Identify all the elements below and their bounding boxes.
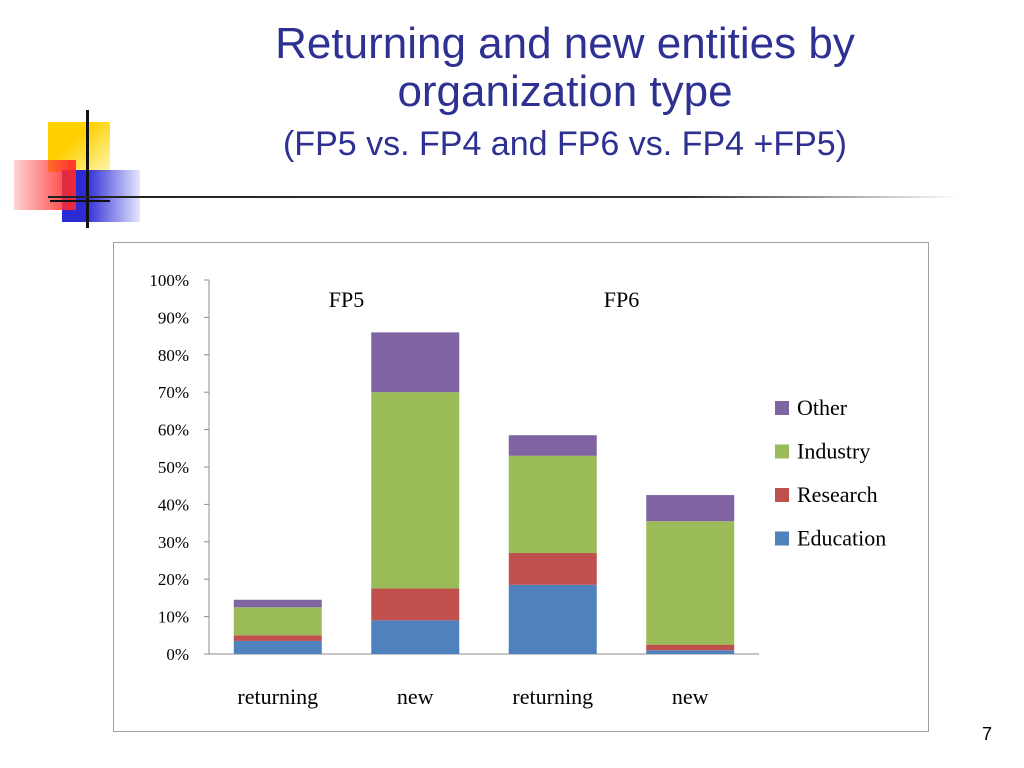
y-tick-label: 10% bbox=[158, 608, 189, 627]
chart-frame: 0% 10% 20% 30% 40% 50% 60% 70% 80% 90% 100% returni… bbox=[113, 242, 929, 732]
legend-swatch-education bbox=[775, 531, 789, 546]
bar-other-2 bbox=[508, 435, 597, 456]
group-label-fp6: FP6 bbox=[604, 287, 639, 312]
legend-swatch-other bbox=[775, 401, 789, 415]
legend-label-other: Other bbox=[797, 395, 848, 420]
y-tick-label: 40% bbox=[158, 495, 189, 514]
x-category-label: new bbox=[397, 684, 434, 709]
title-line-1: Returning and new entities by bbox=[275, 19, 855, 68]
y-tick-label: 100% bbox=[149, 271, 189, 290]
stacked-bar-chart: 0% 10% 20% 30% 40% 50% 60% 70% 80% 90% 100% returni… bbox=[149, 271, 886, 709]
x-category-label: new bbox=[672, 684, 709, 709]
bar-industry-3 bbox=[646, 521, 735, 645]
decor-vertical-line-icon bbox=[86, 110, 89, 228]
slide-title: Returning and new entities by organizati… bbox=[150, 20, 980, 166]
bar-research-3 bbox=[646, 644, 735, 651]
bar-other-0 bbox=[233, 599, 322, 608]
x-category-label: returning bbox=[512, 684, 593, 709]
bar-industry-0 bbox=[233, 607, 322, 636]
y-tick-label: 70% bbox=[158, 383, 189, 402]
decor-horizontal-line-icon bbox=[50, 200, 110, 202]
bar-research-1 bbox=[371, 588, 460, 621]
x-category-label: returning bbox=[237, 684, 318, 709]
y-tick-label: 0% bbox=[166, 645, 189, 664]
bar-education-2 bbox=[508, 584, 597, 654]
y-tick-label: 50% bbox=[158, 458, 189, 477]
legend-swatch-research bbox=[775, 488, 789, 502]
legend-label-industry: Industry bbox=[797, 439, 870, 464]
legend-swatch-industry bbox=[775, 444, 789, 459]
bar-other-3 bbox=[646, 495, 735, 522]
bar-education-0 bbox=[233, 640, 322, 654]
y-tick-label: 20% bbox=[158, 570, 189, 589]
legend-label-research: Research bbox=[797, 482, 878, 507]
bar-industry-2 bbox=[508, 455, 597, 554]
title-rule bbox=[48, 196, 960, 198]
bar-research-0 bbox=[233, 635, 322, 641]
bar-education-1 bbox=[371, 620, 460, 654]
bar-research-2 bbox=[508, 553, 597, 585]
y-tick-label: 90% bbox=[158, 308, 189, 327]
y-tick-label: 60% bbox=[158, 421, 189, 440]
y-tick-label: 80% bbox=[158, 346, 189, 365]
y-tick-label: 30% bbox=[158, 533, 189, 552]
page-number: 7 bbox=[981, 724, 992, 744]
legend-label-education: Education bbox=[797, 526, 886, 551]
group-label-fp5: FP5 bbox=[329, 287, 364, 312]
title-subtitle: (FP5 vs. FP4 and FP6 vs. FP4 +FP5) bbox=[282, 125, 848, 163]
decor-red-square-icon bbox=[14, 160, 76, 210]
bar-other-1 bbox=[371, 332, 460, 393]
bar-industry-1 bbox=[371, 392, 460, 589]
bar-education-3 bbox=[646, 650, 735, 654]
title-line-2: organization type bbox=[397, 67, 733, 116]
